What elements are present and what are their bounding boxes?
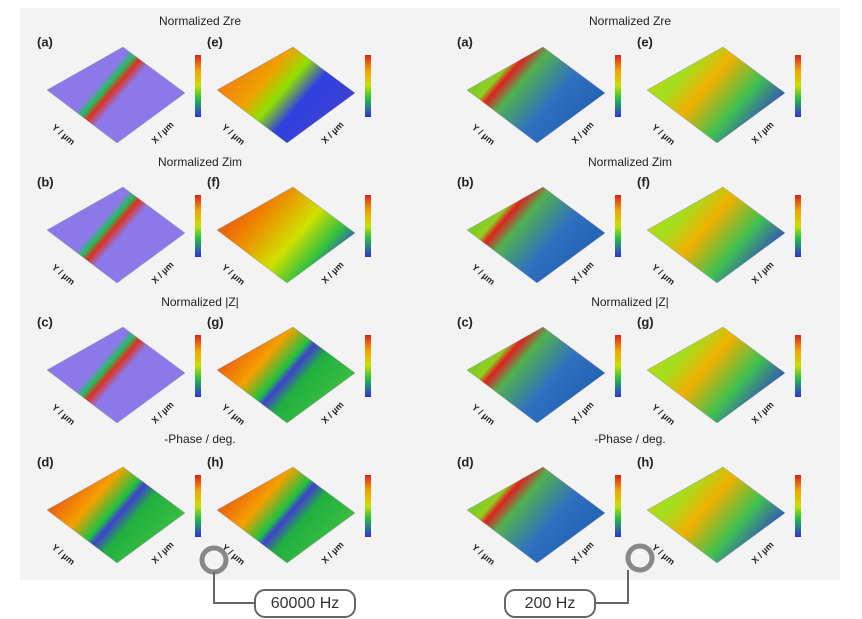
surface xyxy=(646,326,786,424)
callout-box xyxy=(254,589,356,618)
surface xyxy=(46,326,186,424)
colorbar xyxy=(795,335,801,397)
leader xyxy=(213,572,255,604)
section-title: Normalized Zim xyxy=(588,155,672,169)
surface xyxy=(46,46,186,144)
colorbar xyxy=(365,335,371,397)
panel-label: (a) xyxy=(457,34,473,49)
colorbar xyxy=(195,55,201,117)
panel-label: (g) xyxy=(637,314,654,329)
marker xyxy=(625,543,655,573)
section-title: Normalized Zre xyxy=(159,14,241,28)
section-title: -Phase / deg. xyxy=(594,432,665,446)
panel-label: (h) xyxy=(207,454,224,469)
colorbar xyxy=(195,335,201,397)
surface xyxy=(466,326,606,424)
panel-label: (b) xyxy=(37,174,54,189)
callout-60000: 60000 Hz xyxy=(199,545,356,618)
colorbar xyxy=(195,195,201,257)
section-title: Normalized Zim xyxy=(158,155,242,169)
colorbar xyxy=(795,195,801,257)
callout-label: 60000 Hz xyxy=(271,595,340,612)
panel-label: (b) xyxy=(457,174,474,189)
colorbar xyxy=(365,55,371,117)
callout-box xyxy=(504,589,596,618)
colorbar xyxy=(365,475,371,537)
colorbar xyxy=(615,335,621,397)
callout-label: 200 Hz xyxy=(525,595,576,612)
panel-label: (c) xyxy=(37,314,53,329)
section-title: Normalized |Z| xyxy=(161,295,239,309)
panel-label: (e) xyxy=(637,34,653,49)
panel-label: (h) xyxy=(637,454,654,469)
surface xyxy=(46,466,186,564)
colorbar xyxy=(795,55,801,117)
surface xyxy=(646,46,786,144)
colorbar xyxy=(615,475,621,537)
surface xyxy=(216,466,356,564)
surface xyxy=(216,186,356,284)
panel-label: (d) xyxy=(457,454,474,469)
panel-label: (e) xyxy=(207,34,223,49)
surface xyxy=(466,46,606,144)
panel-label: (f) xyxy=(207,174,220,189)
colorbar xyxy=(795,475,801,537)
panel-label: (d) xyxy=(37,454,54,469)
surface xyxy=(466,186,606,284)
section-title: Normalized |Z| xyxy=(591,295,669,309)
panel-label: (f) xyxy=(637,174,650,189)
colorbar xyxy=(195,475,201,537)
leader xyxy=(595,570,629,604)
section-title: Normalized Zre xyxy=(589,14,671,28)
surface xyxy=(216,326,356,424)
colorbar xyxy=(615,195,621,257)
colorbar xyxy=(615,55,621,117)
section-title: -Phase / deg. xyxy=(164,432,235,446)
surface xyxy=(46,186,186,284)
panel-label: (g) xyxy=(207,314,224,329)
panel-label: (a) xyxy=(37,34,53,49)
callout-200: 200 Hz xyxy=(504,543,655,618)
surface xyxy=(466,466,606,564)
surface xyxy=(216,46,356,144)
surface xyxy=(646,466,786,564)
surface xyxy=(646,186,786,284)
panel-label: (c) xyxy=(457,314,473,329)
colorbar xyxy=(365,195,371,257)
